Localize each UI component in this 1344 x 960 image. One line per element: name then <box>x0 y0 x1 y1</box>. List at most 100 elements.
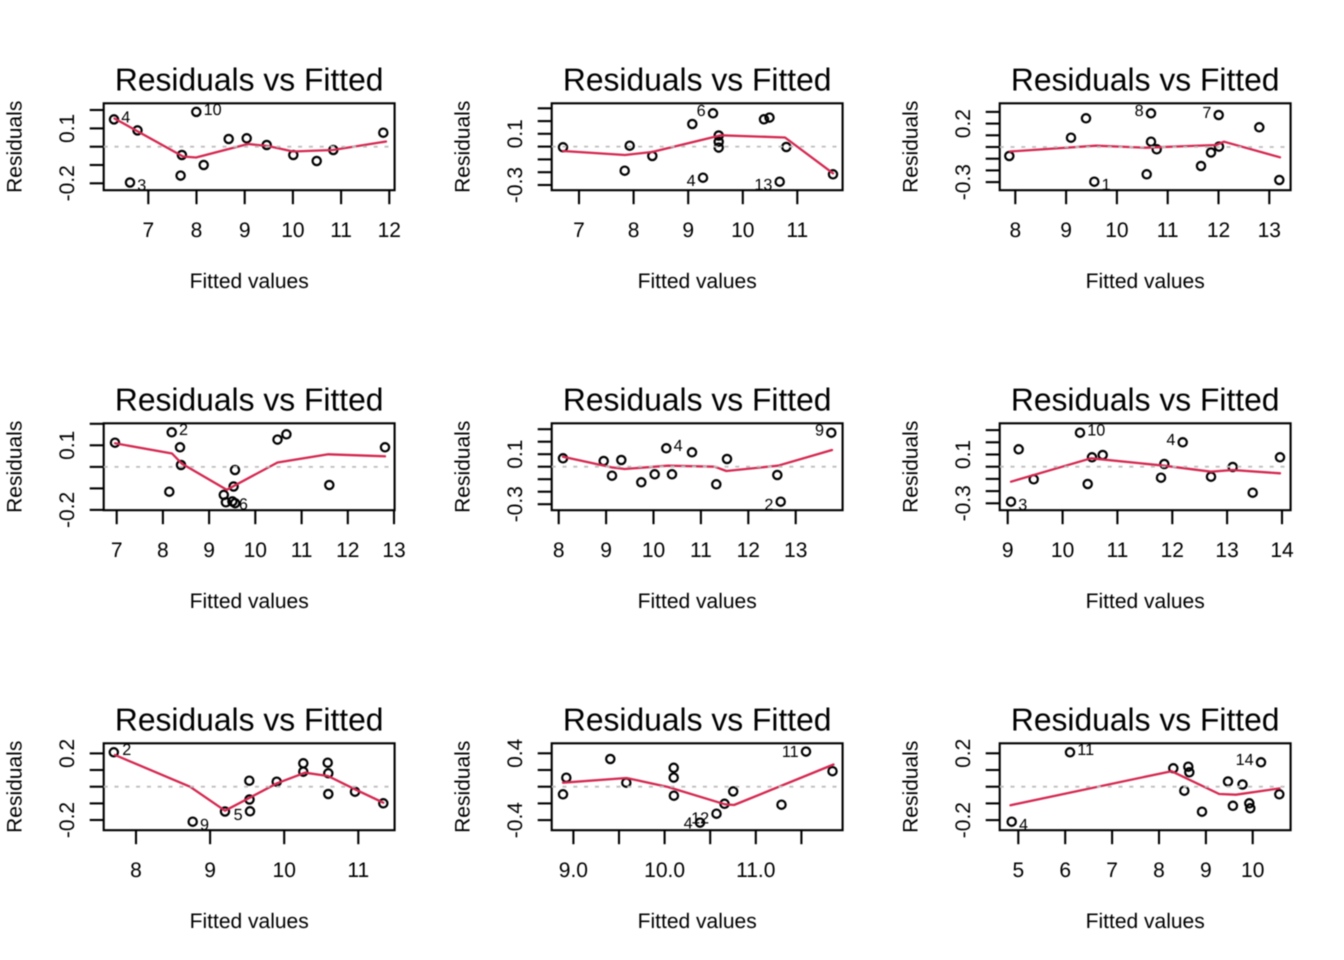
svg-text:14: 14 <box>1236 751 1254 769</box>
svg-text:Residuals: Residuals <box>451 101 474 193</box>
svg-text:9: 9 <box>204 859 216 882</box>
svg-text:11: 11 <box>347 859 369 882</box>
svg-text:8: 8 <box>1135 102 1144 120</box>
svg-text:-0.3: -0.3 <box>504 167 527 203</box>
svg-text:4: 4 <box>1019 816 1028 834</box>
svg-text:11: 11 <box>1106 539 1128 562</box>
svg-text:Residuals: Residuals <box>3 421 26 513</box>
svg-text:12: 12 <box>378 219 401 242</box>
svg-text:2: 2 <box>122 741 131 759</box>
svg-text:12: 12 <box>1161 539 1184 562</box>
svg-text:6: 6 <box>239 496 248 514</box>
svg-text:0.2: 0.2 <box>56 739 79 768</box>
svg-text:10: 10 <box>1105 219 1128 242</box>
svg-text:-0.2: -0.2 <box>56 165 79 201</box>
svg-text:Fitted values: Fitted values <box>1086 270 1205 293</box>
svg-text:10: 10 <box>1087 422 1105 440</box>
svg-text:0.1: 0.1 <box>504 440 527 469</box>
svg-text:5: 5 <box>234 806 243 824</box>
svg-text:8: 8 <box>1009 219 1021 242</box>
svg-text:0.1: 0.1 <box>56 431 79 460</box>
svg-text:7: 7 <box>142 219 154 242</box>
svg-text:-0.4: -0.4 <box>504 802 527 839</box>
svg-text:Residuals vs Fitted: Residuals vs Fitted <box>563 381 832 417</box>
svg-text:-0.2: -0.2 <box>56 802 79 838</box>
svg-text:6: 6 <box>697 102 706 120</box>
svg-text:Residuals vs Fitted: Residuals vs Fitted <box>115 381 384 417</box>
svg-text:Fitted values: Fitted values <box>190 590 309 613</box>
svg-text:9: 9 <box>600 539 612 562</box>
svg-text:0.1: 0.1 <box>504 119 527 148</box>
svg-text:9: 9 <box>1200 859 1212 882</box>
svg-text:8: 8 <box>157 539 169 562</box>
svg-text:11: 11 <box>1157 219 1179 242</box>
svg-text:9: 9 <box>682 219 694 242</box>
svg-text:Fitted values: Fitted values <box>1086 910 1205 933</box>
svg-text:3: 3 <box>137 177 146 195</box>
svg-text:Residuals vs Fitted: Residuals vs Fitted <box>115 61 384 97</box>
svg-text:4: 4 <box>687 172 696 190</box>
svg-text:-0.2: -0.2 <box>56 492 79 528</box>
svg-text:10: 10 <box>1241 859 1264 882</box>
svg-text:9.0: 9.0 <box>559 859 588 882</box>
svg-text:-0.3: -0.3 <box>952 164 975 200</box>
svg-text:2: 2 <box>764 496 773 514</box>
svg-text:14: 14 <box>1270 539 1294 562</box>
svg-text:11: 11 <box>1077 741 1094 759</box>
svg-text:4: 4 <box>121 108 130 126</box>
svg-text:Fitted values: Fitted values <box>190 910 309 933</box>
svg-text:12: 12 <box>691 809 709 827</box>
svg-text:0.2: 0.2 <box>952 739 975 768</box>
svg-text:9: 9 <box>203 539 215 562</box>
svg-text:13: 13 <box>1258 219 1281 242</box>
svg-text:Residuals: Residuals <box>899 741 922 833</box>
svg-text:9: 9 <box>1002 539 1014 562</box>
svg-text:2: 2 <box>179 421 188 439</box>
svg-text:10: 10 <box>244 539 267 562</box>
svg-text:13: 13 <box>784 539 807 562</box>
svg-text:9: 9 <box>239 219 251 242</box>
svg-text:8: 8 <box>191 219 203 242</box>
svg-text:Residuals vs Fitted: Residuals vs Fitted <box>563 701 832 737</box>
svg-text:11: 11 <box>690 539 712 562</box>
svg-text:Fitted values: Fitted values <box>190 270 309 293</box>
svg-text:10: 10 <box>731 219 754 242</box>
svg-text:10: 10 <box>281 219 304 242</box>
svg-text:12: 12 <box>336 539 359 562</box>
svg-text:-0.3: -0.3 <box>952 485 975 521</box>
svg-text:13: 13 <box>754 176 772 194</box>
svg-text:9: 9 <box>815 422 824 440</box>
svg-text:0.4: 0.4 <box>504 738 527 768</box>
svg-text:1: 1 <box>1102 176 1111 194</box>
svg-text:11.0: 11.0 <box>736 859 775 882</box>
svg-text:Residuals: Residuals <box>899 421 922 513</box>
svg-text:Fitted values: Fitted values <box>638 590 757 613</box>
svg-text:7: 7 <box>111 539 123 562</box>
svg-text:Residuals vs Fitted: Residuals vs Fitted <box>1011 701 1280 737</box>
svg-text:4: 4 <box>1166 431 1175 449</box>
svg-text:4: 4 <box>674 437 683 455</box>
svg-text:Residuals vs Fitted: Residuals vs Fitted <box>1011 61 1280 97</box>
svg-text:Fitted values: Fitted values <box>638 910 757 933</box>
svg-text:-0.3: -0.3 <box>504 486 527 522</box>
svg-text:8: 8 <box>1153 859 1165 882</box>
svg-text:Residuals: Residuals <box>3 741 26 833</box>
svg-text:Residuals: Residuals <box>3 101 26 193</box>
svg-text:9: 9 <box>200 816 209 834</box>
svg-text:4: 4 <box>684 815 693 833</box>
svg-text:Residuals: Residuals <box>451 421 474 513</box>
svg-text:10: 10 <box>204 101 222 119</box>
svg-text:12: 12 <box>1207 219 1230 242</box>
svg-text:11: 11 <box>786 219 808 242</box>
svg-text:12: 12 <box>737 539 760 562</box>
svg-text:7: 7 <box>573 219 585 242</box>
svg-text:Fitted values: Fitted values <box>1086 590 1205 613</box>
svg-text:0.1: 0.1 <box>56 114 79 143</box>
svg-text:0.1: 0.1 <box>952 440 975 469</box>
svg-text:0.2: 0.2 <box>952 109 975 138</box>
svg-text:Fitted values: Fitted values <box>638 270 757 293</box>
svg-text:8: 8 <box>628 219 640 242</box>
svg-text:7: 7 <box>1202 104 1211 122</box>
svg-text:9: 9 <box>1060 219 1072 242</box>
svg-text:10: 10 <box>642 539 665 562</box>
